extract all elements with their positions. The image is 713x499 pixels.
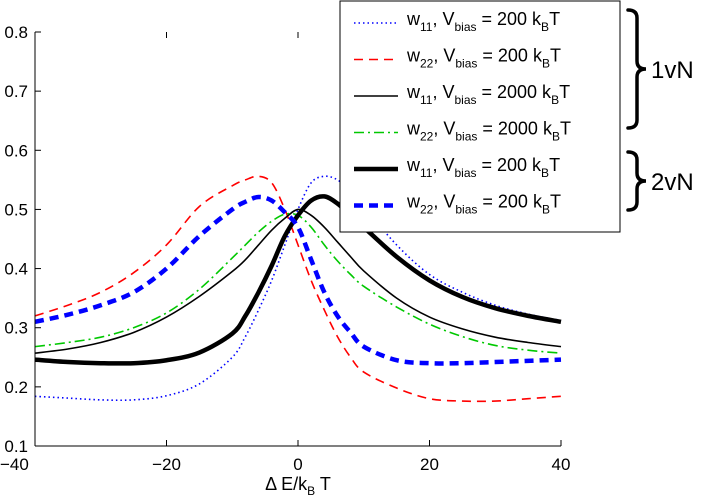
y-tick-label: 0.8	[4, 23, 28, 42]
brace-1vn	[626, 8, 647, 130]
series-layer	[34, 175, 562, 403]
y-tick-label: 0.7	[4, 82, 28, 101]
x-tick-label: −40	[0, 455, 29, 474]
x-tick-label: 0	[293, 455, 302, 474]
y-tick-label: 0.1	[4, 437, 28, 456]
series-line-6	[34, 194, 562, 366]
x-axis-label: Δ E/kB T	[265, 474, 331, 498]
y-tick-label: 0.5	[4, 200, 28, 219]
legend-box	[339, 0, 621, 233]
series-line-1	[34, 175, 562, 402]
x-tick-label: −20	[152, 455, 181, 474]
legend: w11, Vbias = 200 kBT w22, Vbias = 200 kBT…	[339, 0, 621, 233]
series-line-2	[34, 175, 562, 403]
axes-layer: −40 −20 0 20 40 0.1 0.2 0.3 0.4 0.5 0.6 0.7 0.8 Δ E/k…	[0, 23, 570, 498]
series-line-5	[34, 194, 562, 366]
legend-entry-5: w11, Vbias = 200 kBT	[406, 155, 560, 180]
legend-entry-4: w22, Vbias = 2000 kBT	[406, 119, 571, 144]
group-label-2vn: 2vN	[651, 169, 694, 196]
brace-2vn	[626, 150, 647, 212]
legend-entry-1: w11, Vbias = 200 kBT	[406, 9, 560, 34]
group-annotations: 1vN 2vN	[626, 8, 694, 212]
series-line-3	[34, 208, 562, 354]
y-tick-label: 0.2	[4, 378, 28, 397]
group-label-1vn: 1vN	[651, 57, 694, 84]
x-tick-label: 40	[552, 455, 571, 474]
legend-entry-6: w22, Vbias = 200 kBT	[406, 192, 561, 217]
x-tick-label: 20	[420, 455, 439, 474]
y-tick-label: 0.3	[4, 319, 28, 338]
legend-entry-3: w11, Vbias = 2000 kBT	[406, 82, 570, 107]
y-tick-label: 0.6	[4, 141, 28, 160]
y-tick-label: 0.4	[4, 260, 28, 279]
legend-entry-2: w22, Vbias = 200 kBT	[406, 46, 561, 71]
